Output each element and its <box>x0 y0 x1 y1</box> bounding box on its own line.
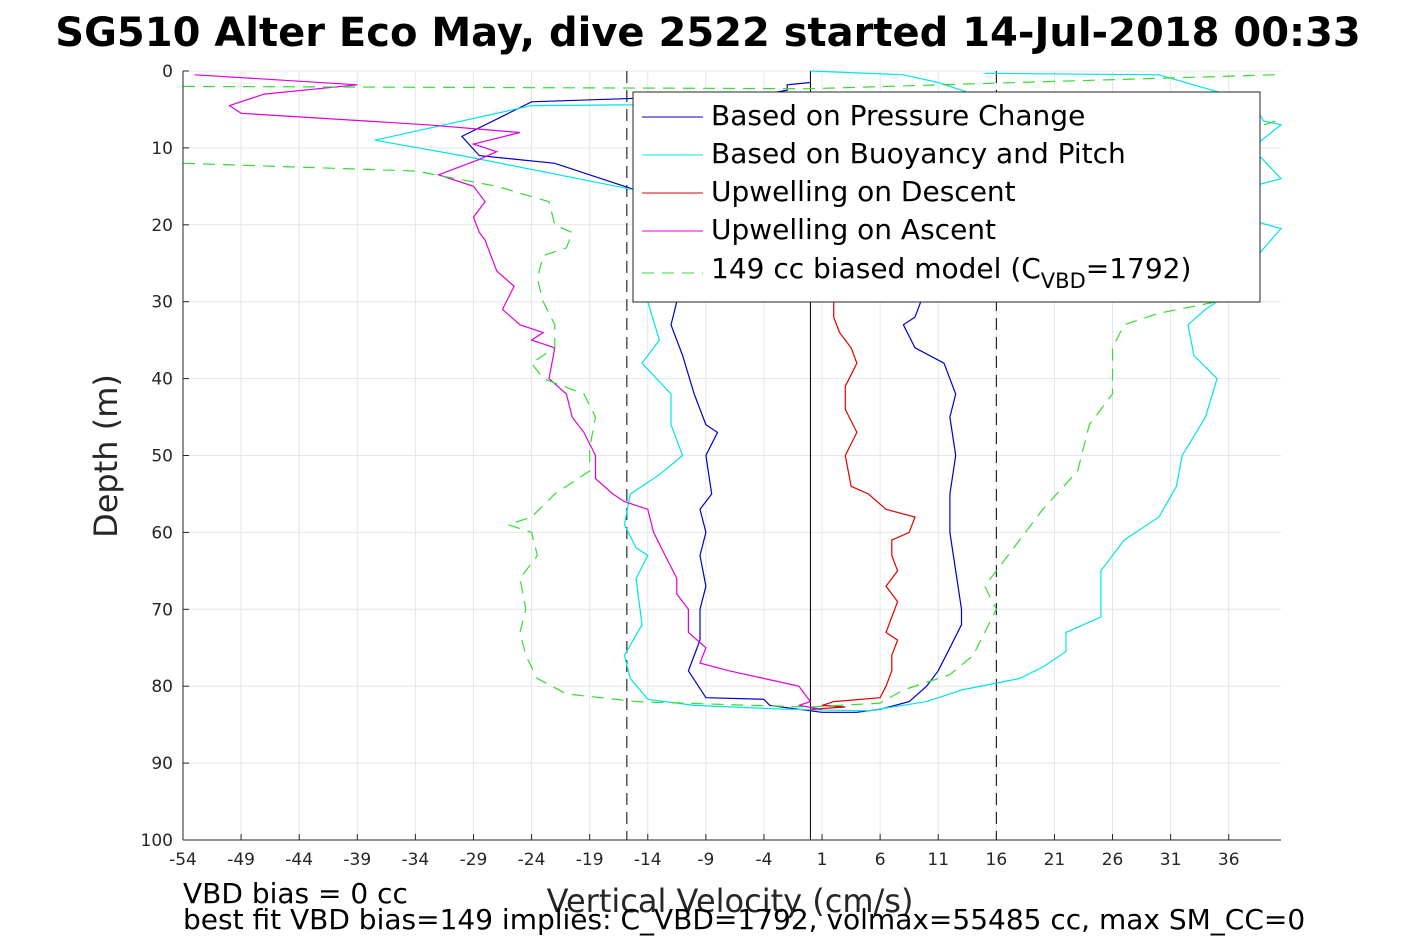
x-axis-label: Vertical Velocity (cm/s) <box>547 882 914 920</box>
x-tick-label: -49 <box>227 850 255 870</box>
series-line-2 <box>374 70 1283 712</box>
legend-label-buoyancy: Based on Buoyancy and Pitch <box>711 137 1126 170</box>
x-tick-label: -4 <box>755 850 772 870</box>
x-tick-label: 26 <box>1102 850 1124 870</box>
x-tick-label: -19 <box>576 850 604 870</box>
x-tick-label: 11 <box>927 850 949 870</box>
y-tick-label: 30 <box>151 293 173 313</box>
y-tick-label: 60 <box>151 523 173 543</box>
series-line-1 <box>460 81 963 713</box>
series-line-4 <box>194 74 823 710</box>
x-tick-label: 6 <box>875 850 886 870</box>
y-tick-label: 70 <box>151 600 173 620</box>
x-tick-label: -44 <box>285 850 313 870</box>
legend-box <box>632 91 1261 303</box>
series-line-3 <box>810 301 916 710</box>
y-tick-label: 100 <box>141 831 173 851</box>
y-tick-labels: 0 10 20 30 40 50 60 70 80 90 100 <box>141 62 189 851</box>
x-tick-label: 36 <box>1218 850 1240 870</box>
x-tick-label: -24 <box>518 850 546 870</box>
legend-label-upwelling-descent: Upwelling on Descent <box>711 175 1016 208</box>
x-tick-label: -34 <box>401 850 429 870</box>
x-tick-label: 16 <box>986 850 1008 870</box>
y-tick-label: 20 <box>151 216 173 236</box>
legend: Based on Pressure Change Based on Buoyan… <box>632 91 1261 303</box>
x-tick-label: 21 <box>1044 850 1066 870</box>
legend-biased-prefix: 149 cc biased model (C <box>711 252 1041 285</box>
footer-line-1: VBD bias = 0 cc <box>183 877 408 910</box>
y-tick-label: 10 <box>151 139 173 159</box>
legend-biased-suffix: =1792) <box>1086 252 1192 285</box>
series-group <box>182 70 1283 713</box>
chart-title: SG510 Alter Eco May, dive 2522 started 1… <box>55 10 1360 56</box>
y-tick-label: 40 <box>151 370 173 390</box>
x-tick-label: -54 <box>169 850 197 870</box>
x-tick-label: -9 <box>697 850 714 870</box>
x-tick-label: 1 <box>817 850 828 870</box>
x-tick-label: 31 <box>1160 850 1182 870</box>
y-tick-label: 90 <box>151 754 173 774</box>
legend-biased-sub: VBD <box>1041 269 1086 293</box>
y-tick-label: 80 <box>151 677 173 697</box>
legend-label-biased-model: 149 cc biased model (CVBD=1792) <box>711 252 1191 293</box>
legend-label-upwelling-ascent: Upwelling on Ascent <box>711 213 996 246</box>
x-tick-labels: -54 -49 -44 -39 -34 -29 -24 -19 -14 -9 -4 1 6 11 16 21 2… <box>169 834 1240 870</box>
y-tick-label: 0 <box>162 62 173 82</box>
x-tick-label: -29 <box>460 850 488 870</box>
x-tick-label: -14 <box>634 850 662 870</box>
x-tick-label: -39 <box>343 850 371 870</box>
legend-label-pressure: Based on Pressure Change <box>711 99 1085 132</box>
y-tick-label: 50 <box>151 447 173 467</box>
footer-line-2: best fit VBD bias=149 implies: C_VBD=179… <box>183 903 1305 936</box>
y-axis-label: Depth (m) <box>87 374 125 538</box>
